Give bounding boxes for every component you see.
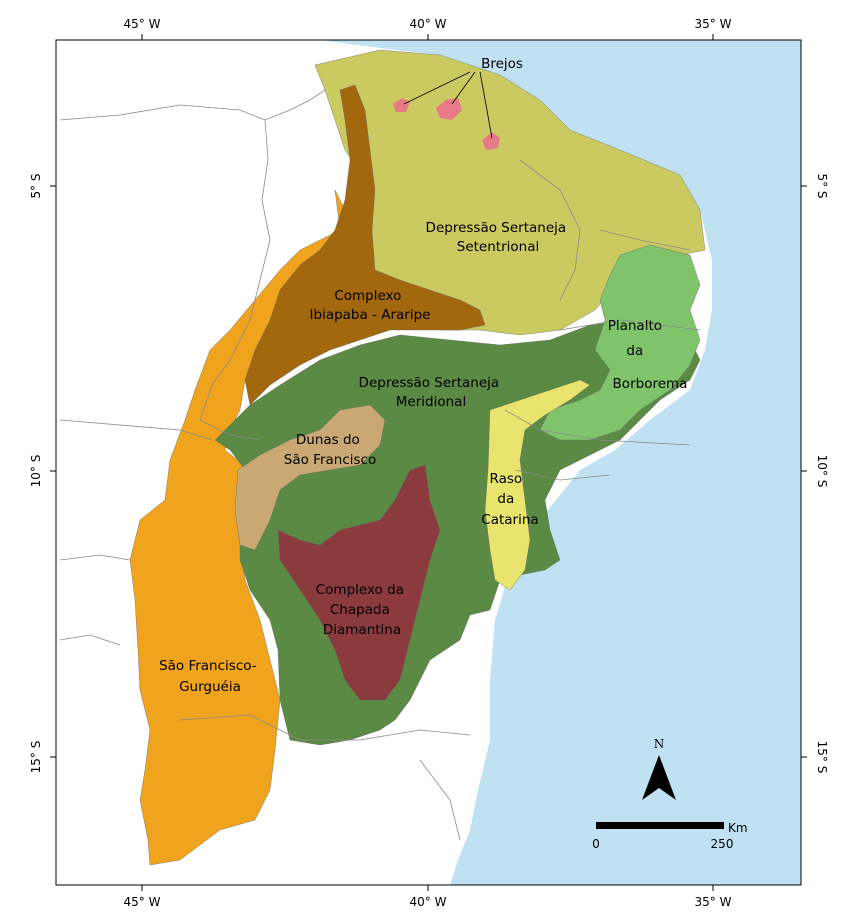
tick-label-right-3: 15° S xyxy=(815,741,829,774)
label-planalto-borborema: Planalto da Borborema xyxy=(608,318,688,392)
tick-label-left-1: 5° S xyxy=(29,173,43,198)
tick-label-right-1: 5° S xyxy=(815,173,829,198)
tick-label-right-2: 10° S xyxy=(815,455,829,488)
north-arrow: N xyxy=(642,737,676,800)
brejos-label: Brejos xyxy=(481,56,523,72)
tick-labels-top: 45° W 40° W 35° W xyxy=(124,17,732,31)
label-complexo-ibiapaba: Complexo Ibiapaba - Araripe xyxy=(310,288,431,323)
scale-bar-graphic xyxy=(596,822,724,829)
tick-label-top-1: 45° W xyxy=(124,17,161,31)
region-planalto-borborema xyxy=(539,244,701,441)
brejo-patch-3 xyxy=(482,132,500,150)
tick-label-left-2: 10° S xyxy=(29,455,43,488)
region-labels: Depressão Sertaneja Setentrional Complex… xyxy=(159,220,687,695)
scale-unit: Km xyxy=(728,821,748,835)
tick-label-bottom-1: 45° W xyxy=(124,895,161,909)
label-depressao-meridional: Depressão Sertaneja Meridional xyxy=(359,375,504,410)
tick-labels-right: 5° S 10° S 15° S xyxy=(815,173,829,773)
label-dunas-sao-francisco: Dunas do São Francisco xyxy=(284,432,376,468)
tick-label-top-2: 40° W xyxy=(410,17,447,31)
tick-label-bottom-3: 35° W xyxy=(695,895,732,909)
scale-end: 250 xyxy=(711,837,734,851)
tick-labels-left: 5° S 10° S 15° S xyxy=(29,173,43,773)
brejos: Brejos xyxy=(393,56,523,150)
label-sao-francisco-gurgueia: São Francisco- Gurguéia xyxy=(159,658,261,695)
brejo-patch-1 xyxy=(393,98,410,112)
label-chapada-diamantina: Complexo da Chapada Diamantina xyxy=(316,582,409,638)
brejo-patch-2 xyxy=(436,98,462,120)
ocean xyxy=(320,40,801,885)
brejos-leader-lines xyxy=(403,71,493,139)
scale-start: 0 xyxy=(592,837,600,851)
region-dunas-sao-francisco xyxy=(234,404,386,551)
tick-label-bottom-2: 40° W xyxy=(410,895,447,909)
state-boundaries xyxy=(59,89,701,841)
north-label: N xyxy=(654,737,665,751)
region-raso-catarina xyxy=(484,379,591,591)
north-arrow-icon xyxy=(642,755,676,800)
regions xyxy=(129,49,706,866)
graticule-ticks xyxy=(50,34,807,891)
tick-label-left-3: 15° S xyxy=(29,741,43,774)
region-chapada-diamantina xyxy=(277,464,441,701)
tick-label-top-3: 35° W xyxy=(695,17,732,31)
tick-labels-bottom: 45° W 40° W 35° W xyxy=(124,895,732,909)
label-depressao-setentrional: Depressão Sertaneja Setentrional xyxy=(426,220,571,255)
scale-bar: Km 0 250 xyxy=(592,821,747,851)
label-raso-catarina: Raso da Catarina xyxy=(481,471,538,528)
region-complexo-ibiapaba xyxy=(244,84,486,406)
